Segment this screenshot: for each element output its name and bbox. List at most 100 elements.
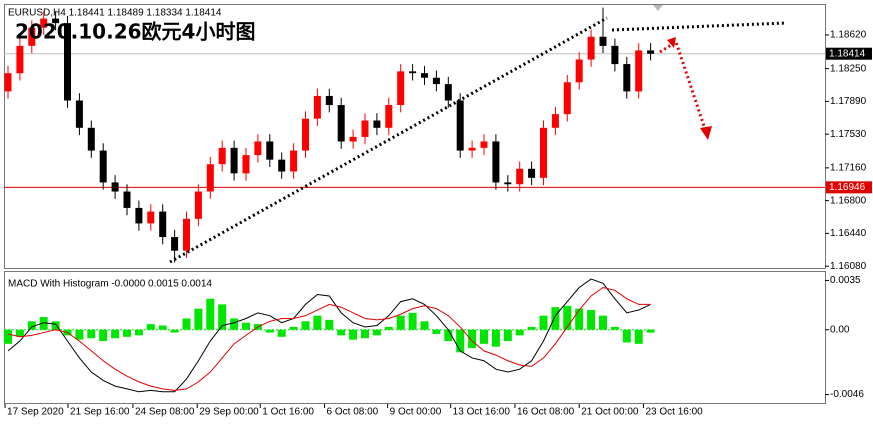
histogram-bar: [337, 329, 346, 336]
histogram-bar: [313, 315, 322, 330]
candle-body: [504, 182, 512, 185]
x-tick-label: 13 Oct 16:00: [453, 407, 511, 418]
candle-body: [599, 36, 607, 46]
histogram-bar: [468, 329, 477, 349]
candle-body: [492, 141, 500, 183]
histogram-bar: [265, 329, 274, 333]
histogram-bar: [503, 329, 512, 342]
macd-line: [7, 286, 651, 391]
candle-body: [409, 71, 417, 74]
candle-body: [432, 77, 440, 85]
histogram-bar: [515, 329, 524, 336]
x-tick-label: 23 Oct 16:00: [645, 407, 703, 418]
y-tick-label: 1.16440: [830, 228, 867, 239]
histogram-bar: [158, 325, 167, 330]
histogram-bar: [622, 329, 631, 343]
candle-body: [123, 191, 131, 208]
y-tick-label: -0.0046: [830, 389, 864, 400]
y-tick-label: 1.17890: [830, 96, 867, 107]
histogram-bar: [432, 329, 441, 334]
histogram-bar: [491, 329, 500, 347]
candle-body: [206, 164, 214, 192]
macd-line: [7, 278, 651, 393]
histogram-bar: [610, 326, 619, 330]
histogram-bar: [539, 315, 548, 330]
candle-body: [444, 84, 452, 101]
histogram-bar: [587, 310, 596, 330]
candle-body: [397, 71, 405, 106]
forecast-arrow: [659, 39, 708, 133]
histogram-bar: [551, 307, 560, 330]
histogram-bar: [420, 321, 429, 330]
x-tick-label: 6 Oct 08:00: [327, 407, 379, 418]
candle-body: [40, 18, 48, 28]
candle-body: [587, 36, 595, 60]
histogram-bar: [527, 326, 536, 330]
y-tick-label: 1.17530: [830, 129, 867, 140]
candle-body: [349, 136, 357, 142]
candle-body: [647, 50, 655, 54]
candle-body: [421, 73, 428, 78]
histogram-bar: [194, 308, 203, 330]
candle-body: [159, 211, 167, 238]
candle-body: [361, 120, 369, 137]
histogram-bar: [361, 329, 369, 339]
x-tick-label: 16 Oct 08:00: [517, 407, 575, 418]
candle-body: [516, 168, 524, 185]
price-line-box: [826, 181, 872, 194]
histogram-bar: [480, 329, 488, 344]
histogram-bar: [134, 329, 143, 336]
histogram-bar: [39, 317, 48, 330]
y-tick-label: 1.18620: [830, 30, 867, 41]
y-tick-label: 1.16800: [830, 195, 867, 206]
candle-body: [64, 23, 71, 101]
price-panel: [4, 4, 826, 269]
histogram-bar: [123, 329, 131, 337]
histogram-bar: [575, 308, 584, 330]
histogram-bar: [146, 324, 155, 330]
candle-body: [337, 105, 345, 142]
candle-body: [611, 45, 619, 65]
histogram-bar: [301, 321, 310, 330]
candle-body: [528, 168, 536, 178]
candle-body: [230, 147, 238, 174]
x-tick-label: 29 Sep 00:00: [199, 407, 259, 418]
histogram-bar: [325, 319, 334, 330]
histogram-bar: [277, 329, 286, 337]
candle-body: [4, 73, 12, 92]
histogram-bar: [4, 329, 12, 344]
histogram-bar: [230, 318, 239, 330]
candle-body: [52, 18, 60, 24]
candle-body: [563, 82, 571, 115]
histogram-bar: [634, 329, 643, 344]
candle-body: [75, 100, 83, 128]
candle-body: [183, 218, 190, 251]
candle-body: [135, 207, 143, 224]
candle-body: [266, 141, 274, 160]
candle-body: [218, 147, 226, 165]
candle-body: [635, 50, 643, 92]
candle-body: [194, 191, 202, 219]
candle-body: [325, 95, 333, 106]
candle-body: [302, 118, 309, 151]
x-tick-label: 17 Sep 2020: [7, 407, 64, 418]
candle-body: [551, 114, 559, 128]
histogram-bar: [75, 329, 84, 340]
candle-body: [16, 45, 24, 74]
x-tick-label: 21 Oct 00:00: [581, 407, 639, 418]
histogram-bar: [170, 329, 179, 333]
candle-body: [575, 59, 583, 83]
histogram-bar: [563, 305, 572, 330]
histogram-bar: [349, 329, 358, 340]
candle-body: [623, 64, 631, 92]
histogram-bar: [218, 304, 227, 330]
candle-body: [480, 141, 488, 148]
candle-body: [242, 155, 250, 174]
price-line-label: 1.16946: [829, 182, 866, 193]
x-tick-label: 9 Oct 00:00: [390, 407, 442, 418]
histogram-bar: [396, 315, 405, 330]
candle-body: [171, 237, 179, 251]
x-tick-label: 24 Sep 08:00: [135, 407, 195, 418]
